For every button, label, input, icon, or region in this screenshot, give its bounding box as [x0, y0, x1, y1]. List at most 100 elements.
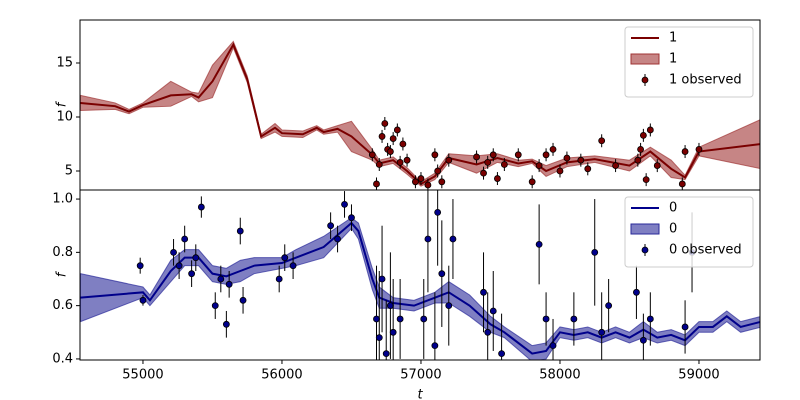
x-tick-label: 57000 [400, 368, 441, 383]
observed-point [633, 288, 640, 296]
x-tick-label: 55000 [122, 368, 163, 383]
observed-point [570, 315, 578, 323]
x-tick-label: 56000 [261, 368, 302, 383]
observed-point [473, 153, 480, 161]
observed-point [514, 151, 522, 159]
observed-point [239, 296, 247, 304]
observed-point [373, 315, 380, 323]
observed-point [334, 235, 341, 243]
observed-point [542, 151, 550, 159]
y-tick-label: 0.6 [52, 298, 73, 313]
observed-point [281, 254, 289, 262]
observed-point [389, 328, 397, 336]
observed-point [549, 145, 557, 153]
observed-point [412, 178, 419, 186]
observed-point [542, 315, 550, 323]
observed-point [681, 148, 689, 155]
y-axis-label: f [55, 100, 70, 107]
legend-box [624, 196, 754, 268]
observed-point [639, 336, 647, 344]
axes-frame [79, 189, 761, 361]
observed-point [646, 315, 654, 323]
plot-area [80, 190, 760, 360]
observed-point [424, 181, 432, 189]
observed-point [434, 208, 442, 216]
observed-point [489, 151, 497, 159]
observed-point [386, 148, 394, 155]
observed-point [378, 133, 386, 140]
x-tick-label: 58000 [539, 368, 580, 383]
observed-point [341, 200, 348, 208]
observed-point [139, 296, 147, 304]
observed-point [598, 328, 606, 336]
observed-point [386, 302, 394, 310]
observed-point [484, 328, 492, 336]
observed-point [445, 156, 453, 164]
observed-point [584, 165, 592, 173]
observed-point [396, 315, 404, 323]
observed-point [642, 176, 650, 184]
observed-point [382, 350, 390, 358]
observed-point [348, 214, 355, 222]
observed-point [634, 156, 642, 164]
observed-point [389, 135, 397, 142]
observed-point [373, 180, 380, 188]
observed-point [188, 270, 196, 278]
x-tick-label: 59000 [678, 368, 719, 383]
observed-point [289, 262, 297, 270]
observed-point [678, 180, 686, 188]
legend-label: 1 observed [669, 73, 742, 88]
observed-point [399, 140, 407, 148]
observed-point [535, 162, 543, 169]
observed-point [236, 227, 244, 235]
observed-point [480, 288, 487, 296]
y-tick-label: 0.4 [52, 351, 73, 366]
y-tick-label: 5 [65, 163, 73, 178]
observed-point [612, 162, 619, 169]
observed-point [175, 262, 183, 270]
confidence-band [80, 40, 760, 187]
observed-point [217, 275, 225, 283]
observed-point [192, 254, 200, 262]
observed-point [489, 307, 497, 315]
observed-point [368, 151, 376, 159]
observed-point [556, 167, 564, 175]
observed-point [480, 169, 487, 177]
observed-point [494, 175, 501, 182]
legend-box [624, 26, 754, 98]
observed-point [420, 315, 428, 323]
observed-point [653, 162, 661, 169]
confidence-band [80, 217, 760, 360]
observed-point [431, 342, 439, 350]
y-tick-label: 1.0 [52, 192, 73, 207]
legend-patch [630, 223, 660, 235]
observed-point [605, 302, 613, 310]
observed-point [375, 334, 383, 342]
x-axis-label: t [417, 388, 423, 400]
y-axis-label: f [55, 270, 70, 277]
observed-point [500, 161, 508, 168]
observed-point [637, 145, 644, 153]
y-tick-label: 10 [56, 109, 73, 124]
legend-label: 1 [669, 31, 677, 46]
observed-point [327, 222, 335, 230]
observed-point [695, 145, 703, 153]
legend-label: 0 observed [669, 243, 742, 258]
legend-marker [641, 246, 649, 254]
observed-point [375, 161, 383, 168]
observed-point [549, 342, 557, 350]
y-tick-label: 0.8 [52, 245, 73, 260]
observed-point [639, 131, 647, 139]
observed-point [424, 235, 432, 243]
observed-point [591, 248, 599, 256]
observed-point [598, 137, 606, 145]
observed-point [431, 151, 439, 159]
line [80, 42, 760, 186]
legend-patch [630, 53, 660, 65]
observed-point [681, 323, 689, 331]
observed-point [225, 280, 233, 288]
observed-point [563, 154, 571, 162]
observed-point [170, 248, 177, 256]
observed-point [438, 270, 446, 278]
